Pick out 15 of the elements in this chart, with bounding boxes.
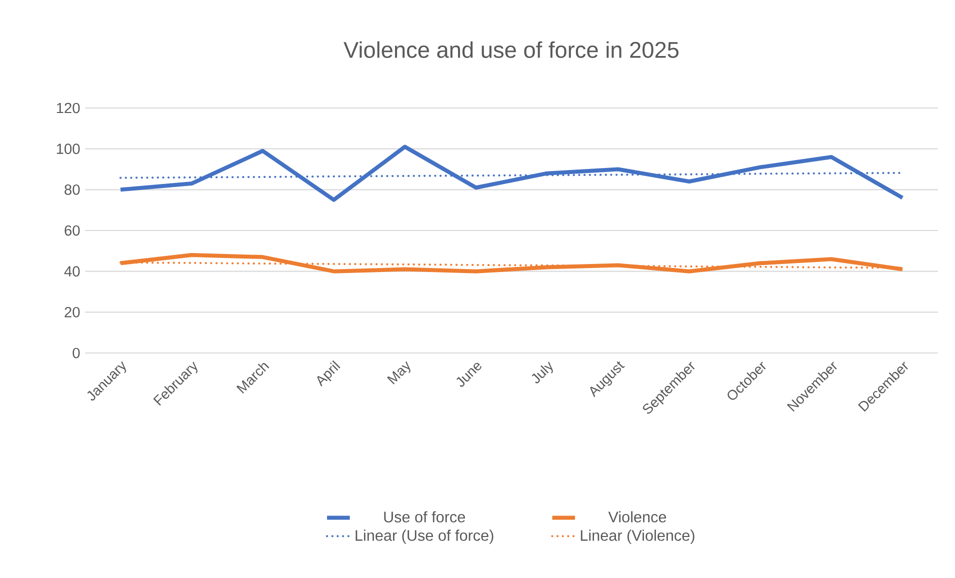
x-tick-label: May: [387, 361, 410, 384]
y-tick-label: 60: [64, 225, 80, 236]
legend-label: Linear (Use of force): [356, 530, 494, 544]
y-tick-label: 120: [56, 102, 80, 114]
chart-title: Violence and use of force in 2025: [344, 41, 678, 58]
x-tick-label: July: [532, 362, 553, 384]
y-tick-label: 0: [72, 348, 80, 358]
y-tick-label: 20: [64, 306, 80, 318]
legend-label: Linear (Violence): [580, 530, 694, 544]
y-tick-label: 80: [64, 184, 80, 195]
y-tick-label: 40: [64, 266, 80, 277]
legend-label: Use of force: [384, 511, 465, 522]
line-series: [118, 144, 904, 202]
y-tick-label: 100: [56, 144, 80, 154]
legend-label: Violence: [608, 511, 666, 522]
